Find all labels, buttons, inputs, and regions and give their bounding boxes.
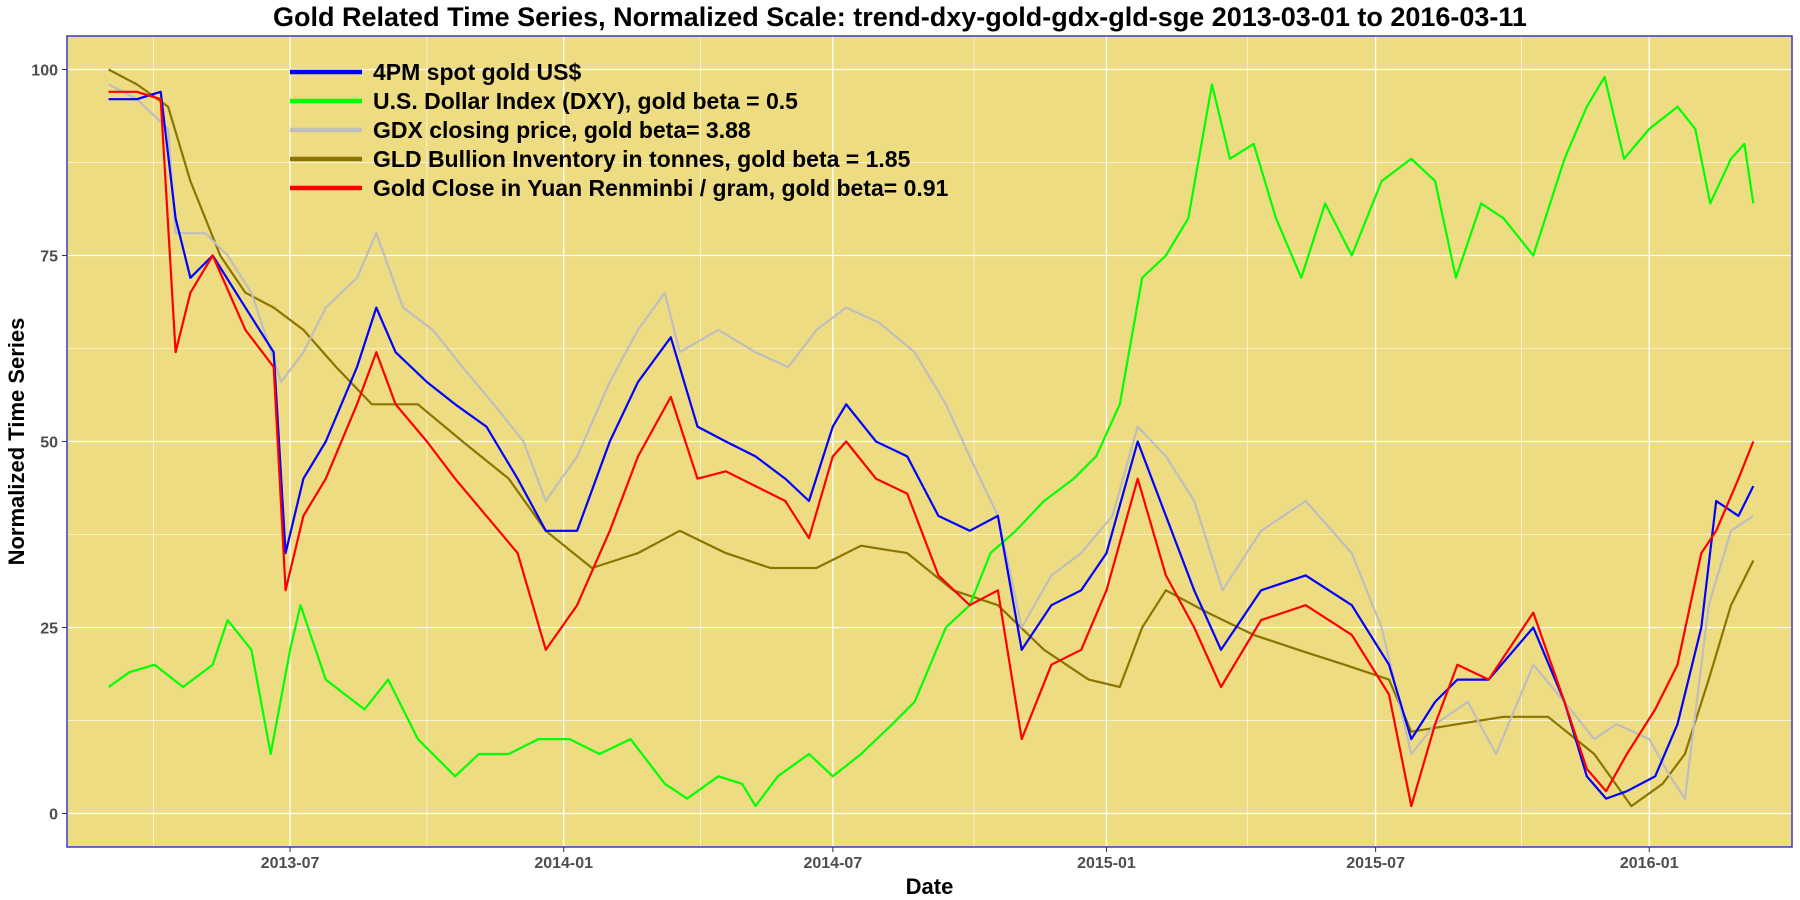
y-tick-label: 75 [40,248,58,265]
y-axis-ticks: 0 25 50 75 100 [31,62,67,824]
y-tick-label: 50 [40,435,58,452]
x-tick-label: 2015-07 [1346,855,1405,872]
series-line [108,90,1755,808]
x-tick-label: 2014-01 [534,855,593,872]
series-line [108,83,1754,800]
x-tick-label: 2015-01 [1077,855,1136,872]
chart-title: Gold Related Time Series, Normalized Sca… [273,2,1527,32]
major-gridlines [67,36,1792,847]
legend-label: GDX closing price, gold beta= 3.88 [373,117,751,143]
series-line [108,90,1755,800]
x-tick-label: 2013-07 [261,855,320,872]
y-axis-title: Normalized Time Series [4,318,29,566]
legend: 4PM spot gold US$ U.S. Dollar Index (DXY)… [290,59,949,201]
legend-label: GLD Bullion Inventory in tonnes, gold be… [373,146,911,172]
series-line [107,75,1755,808]
y-tick-label: 25 [40,621,58,638]
x-axis-ticks: 2013-07 2014-01 2014-07 2015-01 2015-07 2016-… [261,847,1679,872]
legend-label: Gold Close in Yuan Renminbi / gram, gold… [373,175,949,201]
series-lines [107,68,1755,808]
legend-label: 4PM spot gold US$ [373,59,582,85]
x-tick-label: 2016-01 [1620,855,1679,872]
y-tick-label: 100 [31,62,58,79]
x-tick-label: 2014-07 [803,855,862,872]
x-axis-title: Date [906,874,954,899]
y-tick-label: 0 [49,807,58,824]
legend-label: U.S. Dollar Index (DXY), gold beta = 0.5 [373,88,798,114]
